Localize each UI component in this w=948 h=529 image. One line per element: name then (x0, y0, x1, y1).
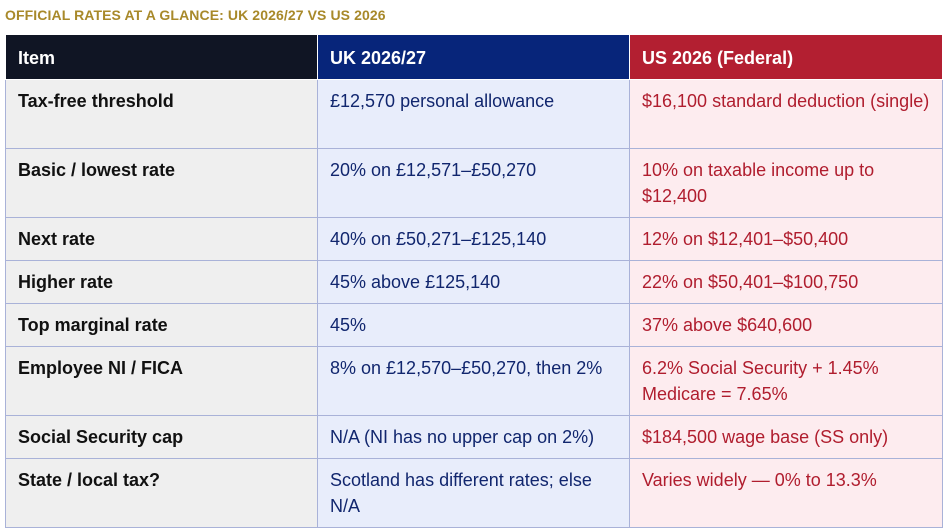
table-row: Top marginal rate 45% 37% above $640,600 (5, 303, 943, 347)
rates-table: Item UK 2026/27 US 2026 (Federal) Tax-fr… (5, 34, 943, 528)
row-item-cell: Employee NI / FICA (5, 346, 318, 416)
row-us-cell: Varies widely — 0% to 13.3% (629, 458, 943, 528)
table-row: State / local tax? Scotland has differen… (5, 458, 943, 528)
row-item-cell: Top marginal rate (5, 303, 318, 347)
row-uk-cell: £12,570 personal allowance (317, 79, 630, 149)
table-row: Basic / lowest rate 20% on £12,571–£50,2… (5, 148, 943, 218)
row-us-cell: 6.2% Social Security + 1.45% Medicare = … (629, 346, 943, 416)
row-item-cell: Tax-free threshold (5, 79, 318, 149)
table-header-row: Item UK 2026/27 US 2026 (Federal) (5, 34, 943, 80)
column-header-us: US 2026 (Federal) (629, 34, 943, 80)
table-row: Social Security cap N/A (NI has no upper… (5, 415, 943, 459)
row-item-cell: Basic / lowest rate (5, 148, 318, 218)
table-row: Tax-free threshold £12,570 personal allo… (5, 79, 943, 149)
row-uk-cell: 40% on £50,271–£125,140 (317, 217, 630, 261)
column-header-uk: UK 2026/27 (317, 34, 630, 80)
row-us-cell: $184,500 wage base (SS only) (629, 415, 943, 459)
row-us-cell: 10% on taxable income up to $12,400 (629, 148, 943, 218)
row-item-cell: Higher rate (5, 260, 318, 304)
column-header-item: Item (5, 34, 318, 80)
table-row: Next rate 40% on £50,271–£125,140 12% on… (5, 217, 943, 261)
table-row: Higher rate 45% above £125,140 22% on $5… (5, 260, 943, 304)
row-item-cell: Social Security cap (5, 415, 318, 459)
row-us-cell: $16,100 standard deduction (single) (629, 79, 943, 149)
row-item-cell: State / local tax? (5, 458, 318, 528)
row-uk-cell: 45% above £125,140 (317, 260, 630, 304)
row-us-cell: 37% above $640,600 (629, 303, 943, 347)
row-uk-cell: N/A (NI has no upper cap on 2%) (317, 415, 630, 459)
row-us-cell: 12% on $12,401–$50,400 (629, 217, 943, 261)
page-title: OFFICIAL RATES AT A GLANCE: UK 2026/27 V… (5, 7, 386, 23)
row-item-cell: Next rate (5, 217, 318, 261)
row-uk-cell: 20% on £12,571–£50,270 (317, 148, 630, 218)
row-us-cell: 22% on $50,401–$100,750 (629, 260, 943, 304)
row-uk-cell: 8% on £12,570–£50,270, then 2% (317, 346, 630, 416)
table-row: Employee NI / FICA 8% on £12,570–£50,270… (5, 346, 943, 416)
row-uk-cell: 45% (317, 303, 630, 347)
row-uk-cell: Scotland has different rates; else N/A (317, 458, 630, 528)
